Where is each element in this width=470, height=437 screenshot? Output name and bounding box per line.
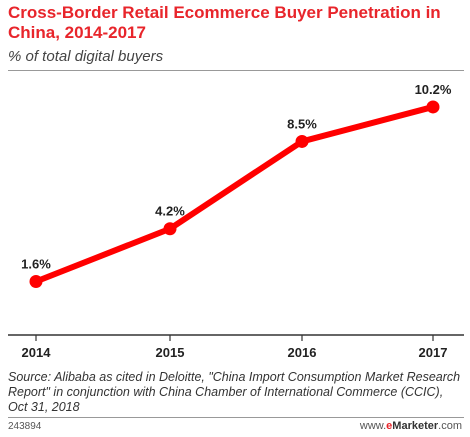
data-point-2014: [29, 275, 43, 289]
x-axis-ticks: [35, 335, 434, 341]
data-label-2014: 1.6%: [21, 257, 51, 272]
data-point-2017: [426, 100, 440, 114]
series-line: [33, 103, 436, 285]
emarketer-logo: www.eMarketer.com: [360, 420, 462, 432]
source-note: Source: Alibaba as cited in Deloitte, "C…: [8, 370, 461, 414]
series-line-group: [33, 103, 436, 285]
x-tick-label-2016: 2016: [288, 345, 317, 360]
brand-prefix: www.: [359, 420, 387, 432]
data-label-2016: 8.5%: [287, 116, 317, 131]
data-points-group: [29, 100, 440, 289]
data-label-2015: 4.2%: [155, 204, 185, 219]
data-point-2016: [295, 134, 309, 148]
chart-title: Cross-Border Retail Ecommerce Buyer Pene…: [8, 3, 441, 42]
brand-e: e: [386, 420, 393, 432]
brand-suffix: .com: [438, 420, 462, 432]
brand-name: Marketer: [392, 420, 439, 432]
x-tick-label-2014: 2014: [22, 345, 52, 360]
top-divider: [8, 70, 464, 71]
data-labels-group: 1.6% 4.2% 8.5% 10.2%: [21, 82, 452, 272]
bottom-divider: [8, 417, 464, 418]
chart-id: 243894: [8, 421, 42, 432]
data-label-2017: 10.2%: [415, 82, 452, 97]
chart-subtitle: % of total digital buyers: [8, 48, 164, 65]
data-point-2015: [163, 222, 177, 236]
x-tick-label-2015: 2015: [156, 345, 185, 360]
x-tick-label-2017: 2017: [419, 345, 448, 360]
x-tick-labels-group: 2014 2015 2016 2017: [22, 345, 448, 360]
